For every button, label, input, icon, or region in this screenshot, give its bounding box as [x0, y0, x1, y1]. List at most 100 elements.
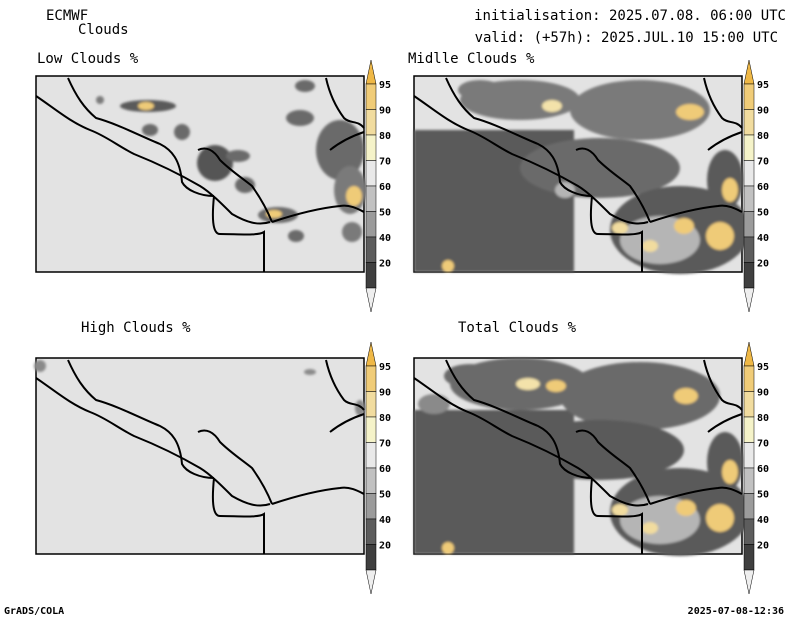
colorbar-segment: [743, 185, 755, 212]
colorbar-level-label: 50: [757, 208, 769, 219]
colorbar-total: 95 90 80 70 60 50 40 20: [743, 341, 769, 595]
colorbar-top-arrow: [743, 341, 755, 367]
coastlines-low: [35, 77, 365, 272]
footer-credit: GrADS/COLA: [4, 606, 65, 617]
colorbar-top-arrow: [365, 59, 377, 85]
colorbar-segment: [743, 134, 755, 161]
colorbar-level-label: 60: [757, 182, 769, 193]
colorbar-middle: 95 90 80 70 60 50 40 20: [743, 59, 769, 313]
colorbar-segment: [365, 365, 377, 392]
colorbar-segment: [365, 160, 377, 187]
colorbar-level-label: 70: [757, 157, 769, 168]
panel-title-total: Total Clouds %: [458, 320, 577, 336]
panel-total-clouds: [413, 357, 750, 556]
colorbar-level-label: 95: [379, 80, 391, 91]
coastlines-middle: [413, 77, 743, 272]
colorbar-level-label: 70: [757, 439, 769, 450]
cloud-fields-middle: [414, 80, 750, 274]
panel-high-clouds: [34, 357, 365, 555]
cloud-fields-low: [96, 80, 366, 242]
colorbar-segment: [743, 262, 755, 289]
colorbar-segment: [743, 236, 755, 263]
colorbar-level-label: 50: [379, 490, 391, 501]
colorbar-level-label: 20: [757, 541, 769, 552]
colorbar-level-label: 50: [379, 208, 391, 219]
coastlines-high: [35, 359, 365, 554]
colorbar-level-label: 70: [379, 157, 391, 168]
colorbar-level-label: 60: [379, 182, 391, 193]
cloud-fields-high: [34, 360, 365, 416]
colorbar-level-label: 80: [379, 413, 391, 424]
colorbar-segment: [365, 262, 377, 289]
panel-low-clouds: [35, 75, 366, 273]
colorbar-bottom-arrow: [743, 287, 755, 313]
valid-time: valid: (+57h): 2025.JUL.10 15:00 UTC: [474, 30, 778, 46]
colorbar-segment: [365, 236, 377, 263]
product-name: Clouds: [78, 22, 129, 38]
colorbar-segment: [365, 518, 377, 545]
model-name: ECMWF: [46, 8, 89, 24]
colorbar-segment: [365, 185, 377, 212]
colorbar-segment: [743, 493, 755, 520]
colorbar-segment: [365, 416, 377, 443]
colorbar-bottom-arrow: [743, 569, 755, 595]
footer-timestamp: 2025-07-08-12:36: [687, 606, 784, 617]
colorbar-segment: [743, 518, 755, 545]
colorbar-segment: [743, 391, 755, 418]
colorbar-level-label: 20: [379, 259, 391, 270]
colorbar-segment: [365, 391, 377, 418]
colorbar-level-label: 90: [379, 388, 391, 399]
colorbar-level-label: 40: [379, 233, 391, 244]
panel-title-middle: Midlle Clouds %: [408, 51, 535, 67]
colorbar-level-label: 95: [379, 362, 391, 373]
colorbar-segment: [743, 109, 755, 136]
colorbar-segment: [365, 442, 377, 469]
colorbar-bottom-arrow: [365, 287, 377, 313]
colorbar-level-label: 20: [757, 259, 769, 270]
colorbar-level-label: 70: [379, 439, 391, 450]
colorbar-high: 95 90 80 70 60 50 40 20: [365, 341, 391, 595]
coastlines-total: [413, 359, 743, 554]
colorbar-level-label: 80: [757, 413, 769, 424]
colorbar-bottom-arrow: [365, 569, 377, 595]
colorbar-level-label: 80: [379, 131, 391, 142]
colorbar-level-label: 90: [757, 106, 769, 117]
colorbar-level-label: 40: [379, 515, 391, 526]
colorbar-segment: [743, 83, 755, 110]
colorbar-level-label: 40: [757, 233, 769, 244]
colorbar-segment: [743, 467, 755, 494]
colorbar-segment: [365, 467, 377, 494]
colorbar-segment: [743, 365, 755, 392]
colorbar-segment: [365, 211, 377, 238]
colorbar-segment: [743, 442, 755, 469]
panel-middle-clouds: [413, 75, 750, 274]
colorbar-segment: [365, 493, 377, 520]
cloud-fields-total: [414, 358, 750, 556]
colorbar-level-label: 95: [757, 362, 769, 373]
colorbar-level-label: 40: [757, 515, 769, 526]
colorbar-segment: [365, 134, 377, 161]
colorbar-segment: [743, 211, 755, 238]
colorbar-segment: [743, 544, 755, 571]
init-time: initialisation: 2025.07.08. 06:00 UTC: [474, 8, 786, 24]
panel-title-high: High Clouds %: [81, 320, 191, 336]
colorbar-segment: [365, 109, 377, 136]
colorbar-level-label: 90: [757, 388, 769, 399]
colorbar-level-label: 95: [757, 80, 769, 91]
colorbar-segment: [365, 544, 377, 571]
colorbars: 95 90 80 70 60 50 40 20 95 90 80 70 60 50 40 20 95 90 80 70…: [365, 59, 769, 595]
colorbar-level-label: 50: [757, 490, 769, 501]
colorbar-top-arrow: [365, 341, 377, 367]
colorbar-level-label: 90: [379, 106, 391, 117]
panel-title-low: Low Clouds %: [37, 51, 139, 67]
colorbar-low: 95 90 80 70 60 50 40 20: [365, 59, 391, 313]
colorbar-level-label: 80: [757, 131, 769, 142]
colorbar-level-label: 20: [379, 541, 391, 552]
colorbar-top-arrow: [743, 59, 755, 85]
colorbar-segment: [743, 160, 755, 187]
colorbar-segment: [365, 83, 377, 110]
colorbar-segment: [743, 416, 755, 443]
colorbar-level-label: 60: [379, 464, 391, 475]
colorbar-level-label: 60: [757, 464, 769, 475]
